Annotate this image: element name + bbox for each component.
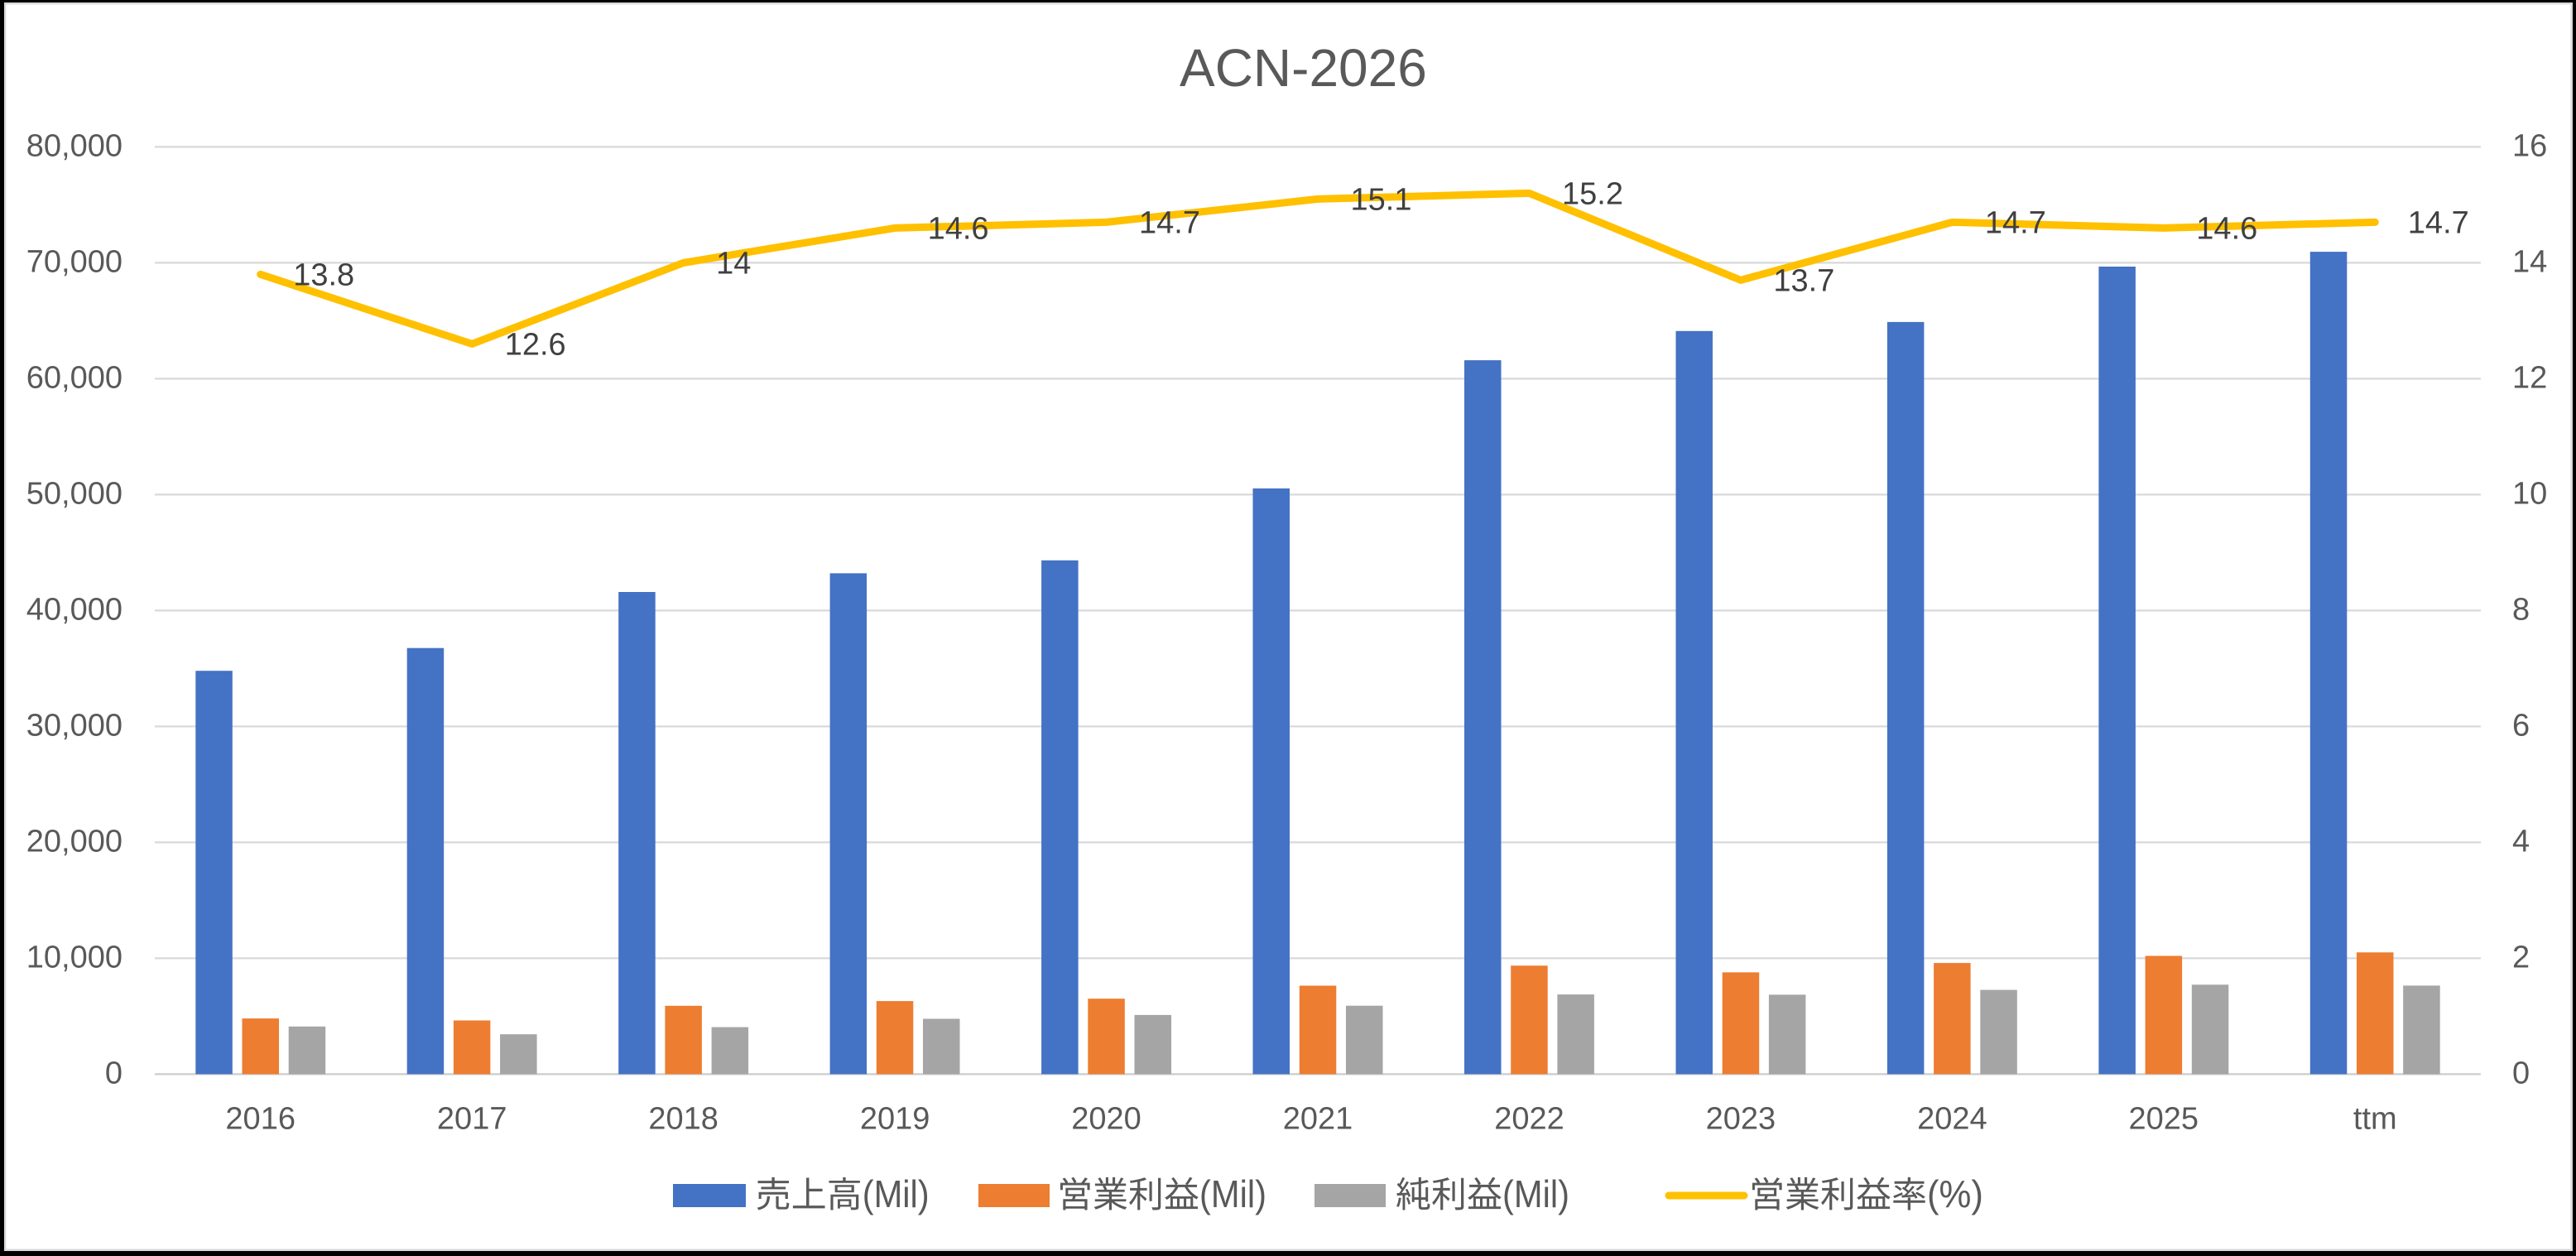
svg-text:(%): (%) bbox=[1927, 1172, 1983, 1215]
svg-text:2021: 2021 bbox=[1283, 1101, 1353, 1136]
svg-text:30,000: 30,000 bbox=[26, 708, 123, 743]
svg-text:2016: 2016 bbox=[225, 1101, 296, 1136]
svg-text:13.7: 13.7 bbox=[1773, 263, 1834, 298]
svg-text:2022: 2022 bbox=[1494, 1101, 1564, 1136]
svg-text:13.8: 13.8 bbox=[293, 257, 354, 292]
svg-text:16: 16 bbox=[2512, 128, 2547, 163]
svg-text:ACN-2026: ACN-2026 bbox=[1180, 38, 1427, 98]
svg-text:2025: 2025 bbox=[2129, 1101, 2199, 1136]
svg-text:2019: 2019 bbox=[860, 1101, 930, 1136]
svg-text:15.1: 15.1 bbox=[1351, 182, 1412, 217]
svg-text:(Mil): (Mil) bbox=[1199, 1172, 1266, 1215]
svg-text:(Mil): (Mil) bbox=[863, 1172, 930, 1215]
svg-text:14.6: 14.6 bbox=[2196, 211, 2257, 246]
svg-text:2024: 2024 bbox=[1917, 1101, 1987, 1136]
svg-text:14.7: 14.7 bbox=[2408, 205, 2469, 240]
svg-text:14.6: 14.6 bbox=[928, 211, 989, 246]
svg-text:2018: 2018 bbox=[648, 1101, 718, 1136]
svg-text:2017: 2017 bbox=[437, 1101, 507, 1136]
svg-text:80,000: 80,000 bbox=[26, 128, 123, 163]
svg-text:0: 0 bbox=[2512, 1056, 2530, 1090]
svg-text:6: 6 bbox=[2512, 708, 2530, 743]
svg-text:8: 8 bbox=[2512, 592, 2530, 627]
svg-text:ttm: ttm bbox=[2353, 1101, 2397, 1136]
svg-text:10: 10 bbox=[2512, 476, 2547, 511]
svg-text:14.7: 14.7 bbox=[1139, 205, 1200, 240]
svg-text:50,000: 50,000 bbox=[26, 476, 123, 511]
svg-text:2: 2 bbox=[2512, 940, 2530, 974]
svg-text:2023: 2023 bbox=[1706, 1101, 1776, 1136]
svg-text:15.2: 15.2 bbox=[1562, 176, 1623, 211]
svg-text:12.6: 12.6 bbox=[505, 327, 566, 362]
svg-text:40,000: 40,000 bbox=[26, 592, 123, 627]
svg-text:2020: 2020 bbox=[1071, 1101, 1141, 1136]
svg-text:14: 14 bbox=[2512, 244, 2547, 279]
svg-text:70,000: 70,000 bbox=[26, 244, 123, 279]
svg-text:14: 14 bbox=[716, 246, 751, 281]
svg-text:4: 4 bbox=[2512, 824, 2530, 859]
svg-text:0: 0 bbox=[105, 1056, 123, 1090]
svg-text:60,000: 60,000 bbox=[26, 360, 123, 395]
svg-text:(Mil): (Mil) bbox=[1502, 1172, 1569, 1215]
svg-text:20,000: 20,000 bbox=[26, 824, 123, 859]
svg-text:10,000: 10,000 bbox=[26, 940, 123, 974]
svg-text:14.7: 14.7 bbox=[1985, 205, 2046, 240]
svg-text:12: 12 bbox=[2512, 360, 2547, 395]
